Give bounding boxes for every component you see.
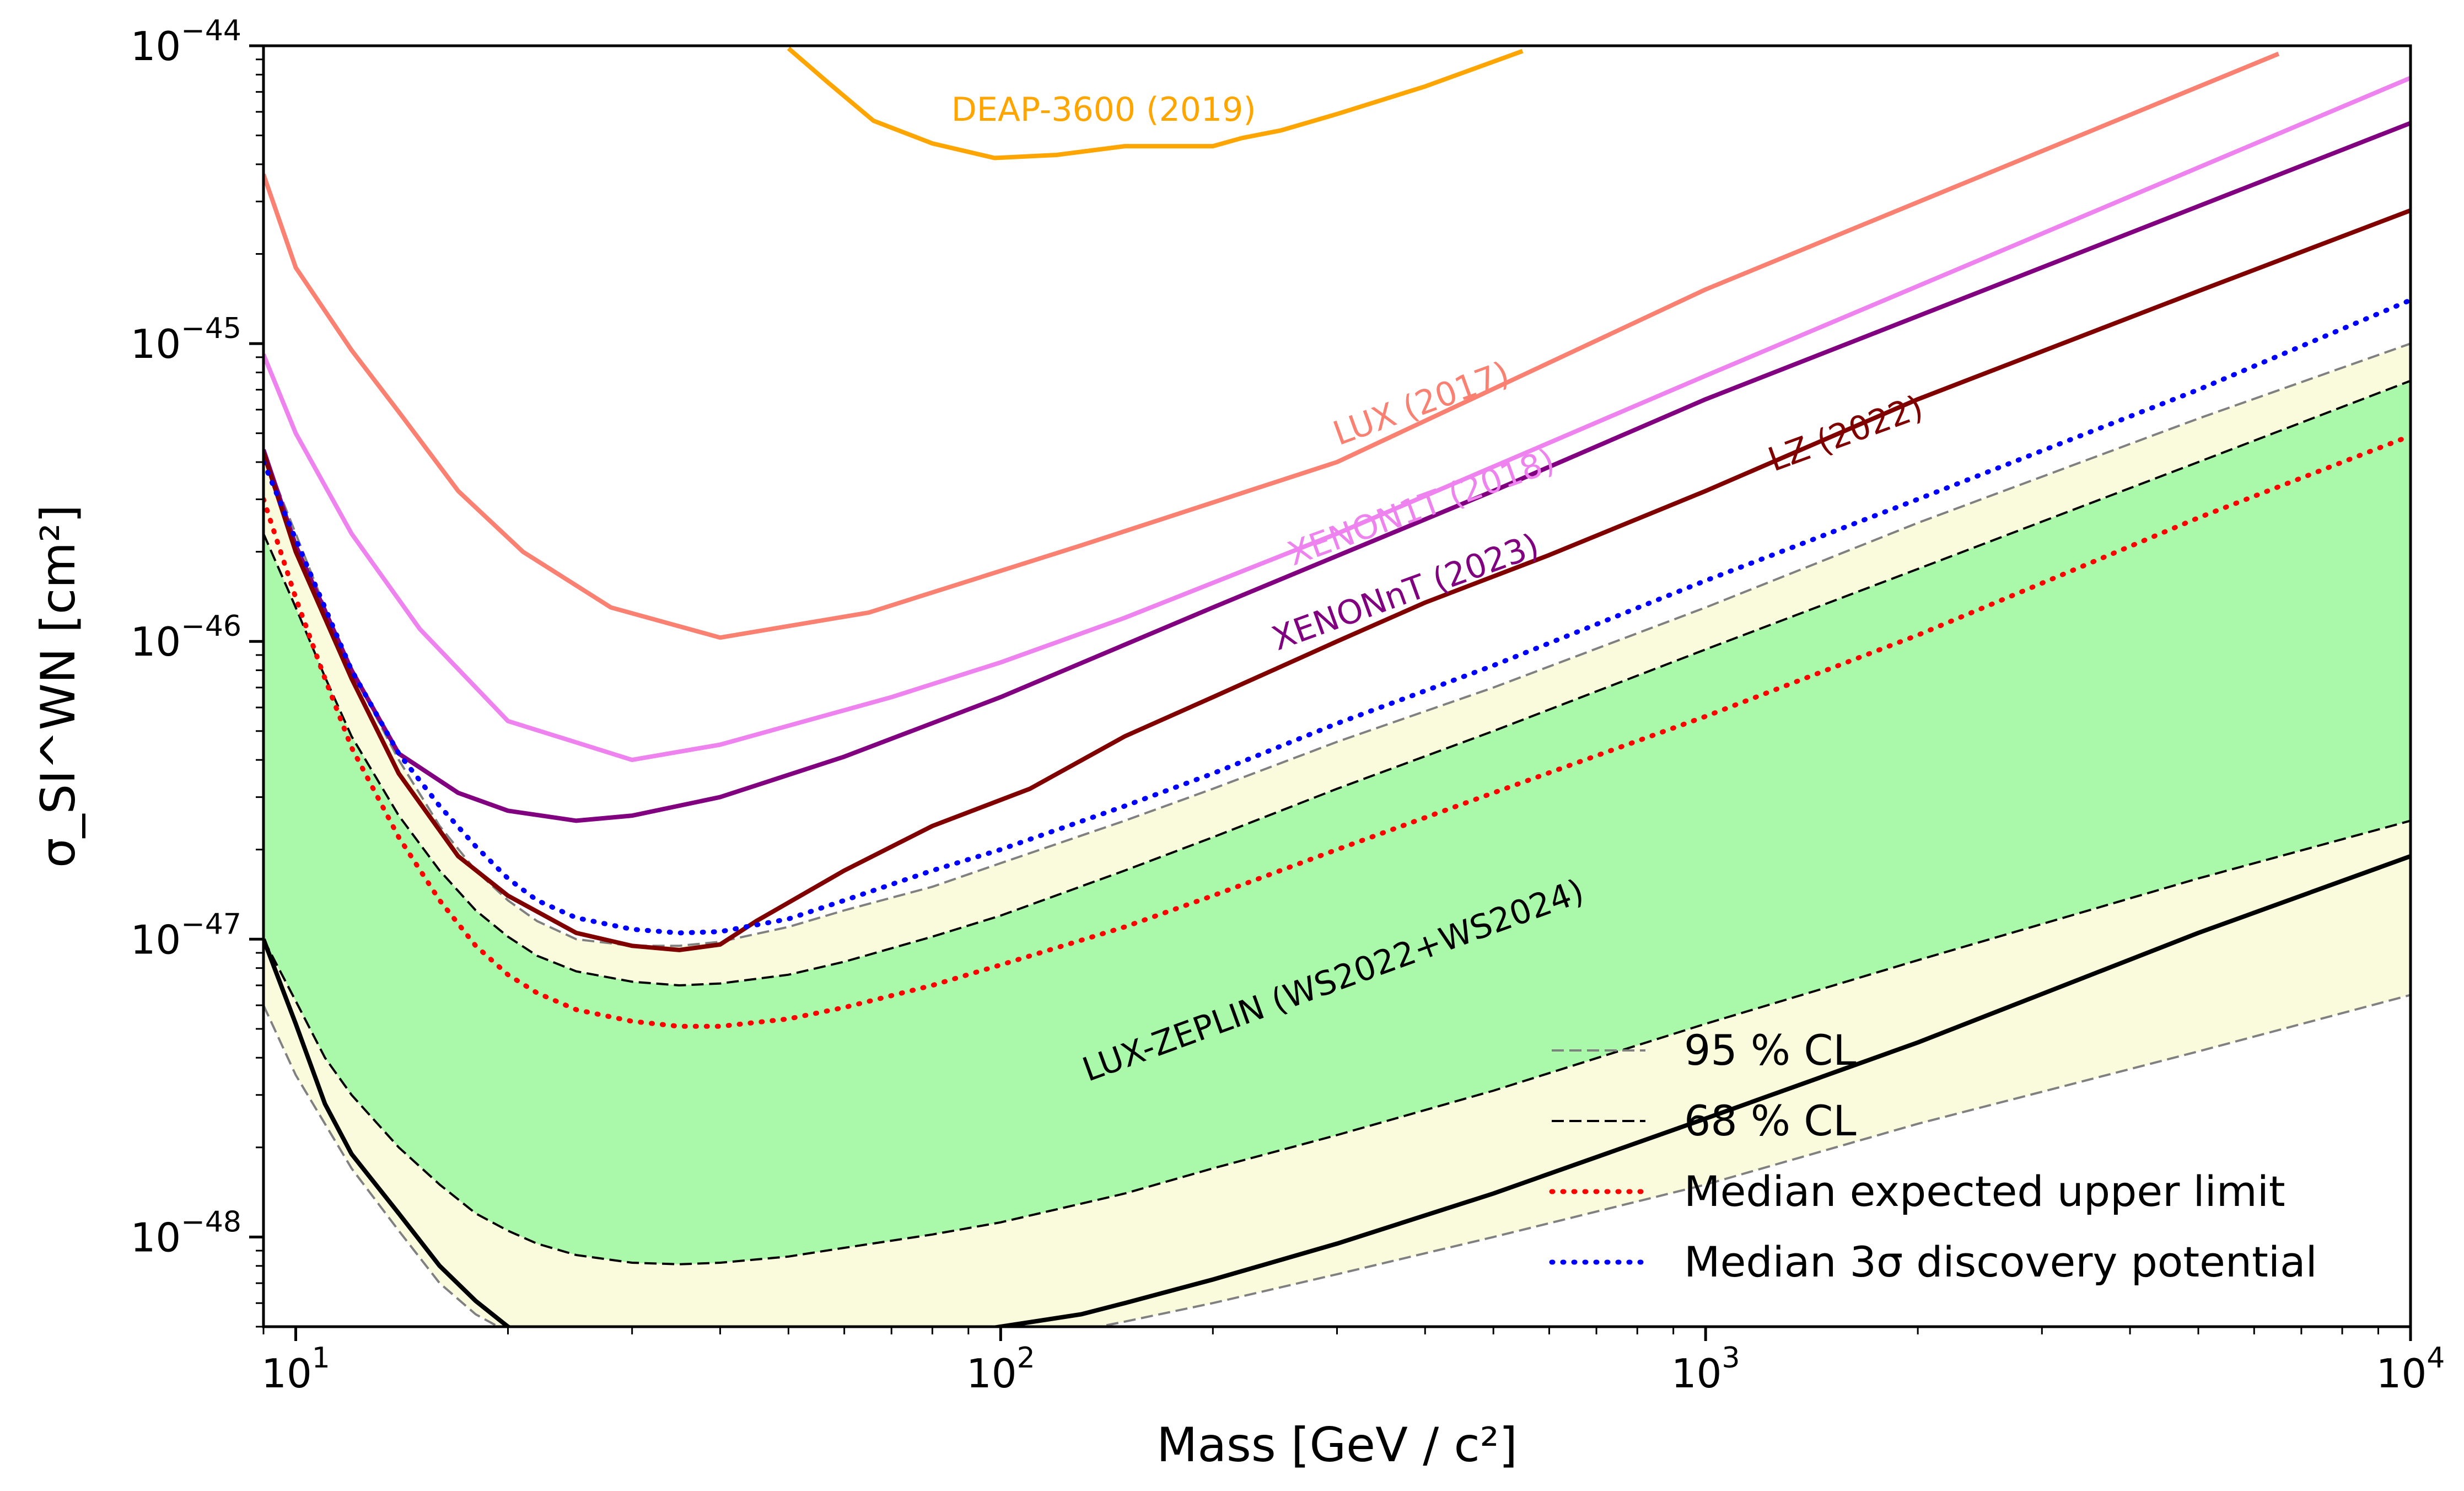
series-line-median-3-discovery-potential (263, 297, 2411, 936)
y-tick-label: 10−46 (131, 610, 241, 665)
series-line-lz-2022 (263, 208, 2411, 952)
legend: 95 % CL 68 % CL Median expected upper limi… (1549, 1026, 2317, 1286)
y-axis-title: σ_SI^WN [cm²] (31, 505, 86, 868)
legend-label: Median expected upper limit (1684, 1167, 2285, 1216)
x-tick-label: 101 (261, 1342, 330, 1397)
plot-area (263, 46, 2411, 1327)
axes: 101 102 103 104 10−44 10−45 10−46 10−47 10−48 (131, 14, 2445, 1397)
x-axis-title: Mass [GeV / c²] (1156, 1418, 1518, 1473)
legend-label: 95 % CL (1684, 1026, 1857, 1075)
band-95-low-edge (263, 994, 2411, 1327)
band-68-high-edge (263, 379, 2411, 987)
series-line-lux-zeplin-ws2022-ws2024 (263, 854, 2411, 1327)
y-tick-label: 10−48 (131, 1205, 241, 1261)
curve-label-deap-3600-2019: DEAP-3600 (2019) (951, 90, 1256, 129)
series-line-xenon1t-2018 (263, 76, 2411, 763)
legend-label: 68 % CL (1684, 1096, 1857, 1145)
y-tick-label: 10−45 (131, 312, 241, 367)
y-tick-label: 10−47 (131, 908, 241, 963)
series-line-xenonnt-2023 (263, 121, 2411, 823)
legend-label: Median 3σ discovery potential (1684, 1237, 2317, 1286)
x-tick-label: 104 (2376, 1342, 2445, 1397)
band-95-high-edge (263, 342, 2411, 947)
series-line-deap-3600-2019 (787, 46, 1524, 160)
series-line-median-expected-upper-limit (263, 433, 2411, 1029)
y-tick-label: 10−44 (131, 14, 241, 69)
x-tick-label: 103 (1671, 1342, 1740, 1397)
series-line-lux-2017 (263, 51, 2280, 640)
band-68-low-edge (263, 819, 2411, 1265)
x-tick-label: 102 (966, 1342, 1035, 1397)
band-68-fill (263, 380, 2411, 1264)
